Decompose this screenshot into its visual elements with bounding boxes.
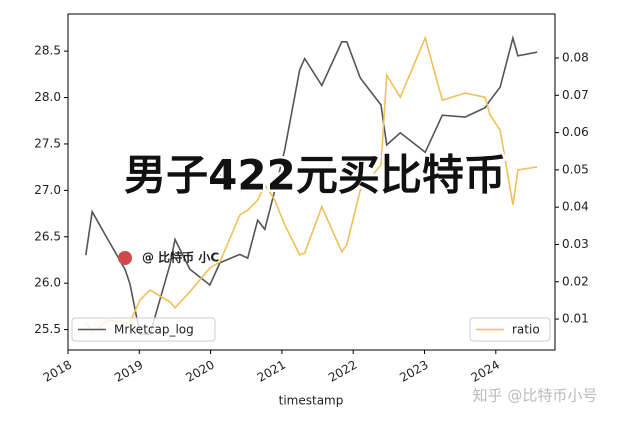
y-tick-label: 26.5 [34, 229, 61, 243]
plot-frame [67, 13, 556, 351]
y-tick-label: 27.5 [34, 136, 61, 150]
y-tick-label: 26.0 [34, 276, 61, 290]
overlay-title: 男子422元买比特币 [124, 151, 506, 200]
series-line [85, 35, 538, 334]
watermark: 知乎 @比特币小号 [473, 387, 598, 405]
y2-tick-label: 0.07 [562, 88, 589, 102]
legend-label: Mrketcap_log [114, 323, 194, 337]
legend-box [71, 317, 216, 342]
logo [214, 162, 230, 178]
x-axis-label: timestamp [279, 394, 344, 408]
legend-label: ratio [512, 323, 540, 337]
y-tick-label: 28.5 [34, 44, 61, 58]
y2-tick-label: 0.08 [562, 51, 589, 65]
y2-tick-label: 0.03 [562, 237, 589, 251]
y2-tick-label: 0.05 [562, 162, 589, 176]
logo [118, 251, 132, 265]
watermark: @ 比特币 小C [142, 250, 219, 265]
y2-tick-label: 0.06 [562, 125, 589, 139]
y-tick-label: 28.0 [34, 90, 61, 104]
y2-tick-label: 0.04 [562, 200, 589, 214]
legend-box [469, 317, 551, 342]
y2-tick-label: 0.01 [562, 312, 589, 326]
y-tick-label: 25.5 [34, 322, 61, 336]
y-tick-label: 27.0 [34, 183, 61, 197]
y2-tick-label: 0.02 [562, 274, 589, 288]
